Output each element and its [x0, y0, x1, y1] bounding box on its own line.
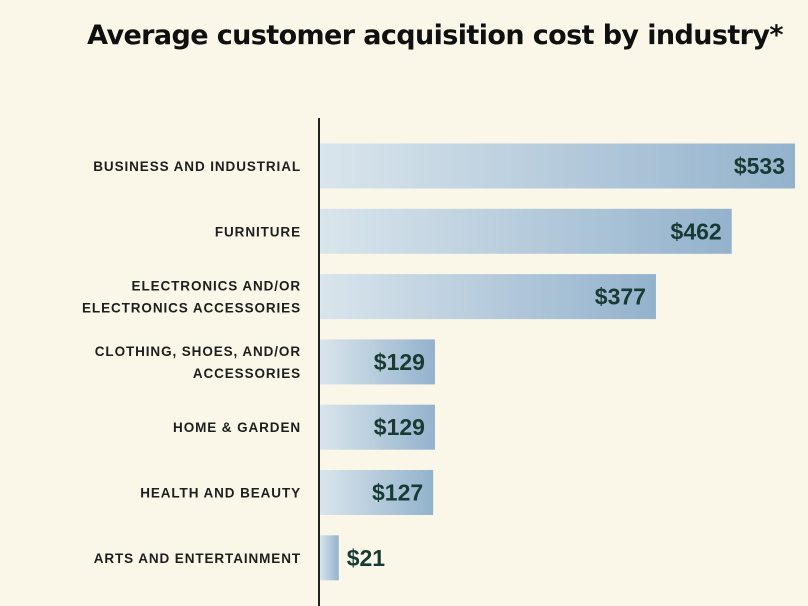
- chart-title: Average customer acquisition cost by ind…: [87, 20, 783, 51]
- bar: [320, 470, 434, 515]
- bar: [320, 535, 339, 581]
- bar-value-label: $127: [372, 480, 423, 506]
- bar-value-label: $462: [671, 218, 722, 244]
- bar: [320, 274, 656, 320]
- bar: [320, 404, 435, 450]
- category-label: ARTS AND ENTERTAINMENT: [94, 551, 301, 566]
- bar-value-label: $533: [734, 153, 785, 179]
- category-label: ELECTRONICS AND/OR: [132, 279, 301, 294]
- bar: [320, 143, 795, 189]
- bar-value-label: $129: [374, 414, 425, 440]
- category-label: ELECTRONICS ACCESSORIES: [82, 301, 301, 316]
- category-label: HOME & GARDEN: [173, 420, 301, 435]
- bar: [320, 208, 732, 254]
- category-label: BUSINESS AND INDUSTRIAL: [93, 159, 301, 174]
- bar-value-label: $21: [347, 545, 386, 571]
- category-label: ACCESSORIES: [193, 366, 301, 381]
- bar-value-label: $377: [595, 284, 646, 310]
- bar: [320, 339, 435, 385]
- category-label: HEALTH AND BEAUTY: [140, 486, 301, 501]
- bar-value-label: $129: [374, 349, 425, 375]
- category-label: FURNITURE: [215, 224, 301, 239]
- category-label: CLOTHING, SHOES, AND/OR: [95, 344, 301, 359]
